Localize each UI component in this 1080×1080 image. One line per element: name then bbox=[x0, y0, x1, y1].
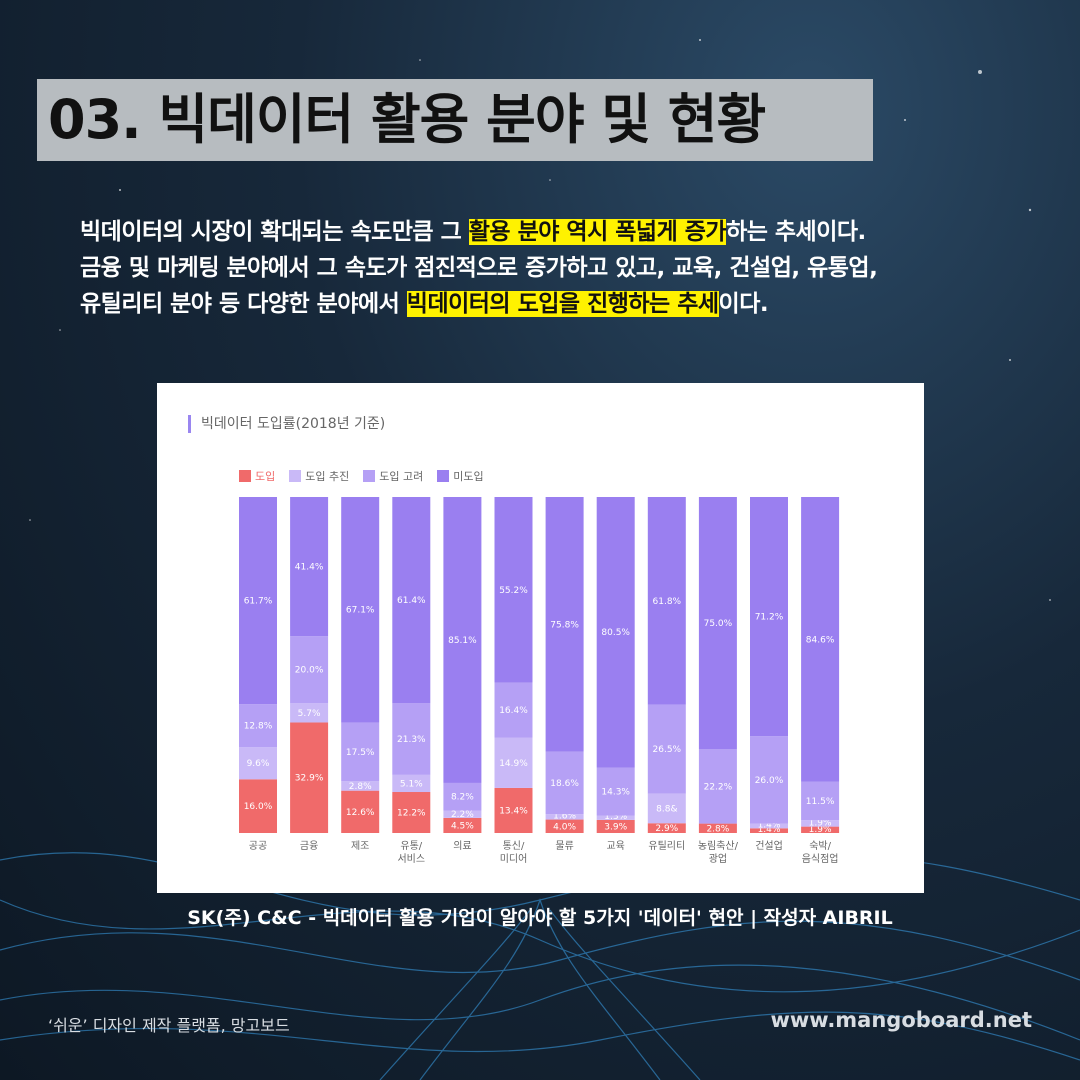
chart-card: 빅데이터 도입률(2018년 기준) 도입 도입 추진 도입 고려 미도입 16… bbox=[157, 383, 924, 893]
data-label: 18.6% bbox=[550, 779, 579, 789]
data-label: 2.8% bbox=[706, 824, 729, 834]
data-label: 5.1% bbox=[400, 779, 423, 789]
intro-line-2: 금융 및 마케팅 분야에서 그 속도가 점진적으로 증가하고 있고, 교육, 건… bbox=[80, 250, 1010, 286]
data-label: 16.4% bbox=[499, 706, 528, 716]
data-label: 55.2% bbox=[499, 586, 528, 596]
data-label: 20.0% bbox=[295, 666, 324, 676]
intro-line-1: 빅데이터의 시장이 확대되는 속도만큼 그 활용 분야 역시 폭넓게 증가하는 … bbox=[80, 214, 1010, 250]
data-label: 75.0% bbox=[704, 619, 733, 629]
source-caption: SK(주) C&C - 빅데이터 활용 기업이 알아야 할 5가지 '데이터' … bbox=[0, 903, 1080, 930]
category-label: 음식점업 bbox=[802, 852, 839, 865]
data-label: 4.0% bbox=[553, 822, 576, 832]
footer-url[interactable]: www.mangoboard.net bbox=[770, 1008, 1032, 1032]
category-label: 의료 bbox=[453, 840, 471, 852]
data-label: 13.4% bbox=[499, 806, 528, 816]
data-label: 4.5% bbox=[451, 821, 474, 831]
intro-highlight-1: 활용 분야 역시 폭넓게 증가 bbox=[469, 219, 726, 245]
data-label: 26.0% bbox=[755, 776, 784, 786]
data-label: 67.1% bbox=[346, 606, 375, 616]
category-label: 서비스 bbox=[397, 853, 425, 865]
data-label: 2.9% bbox=[655, 824, 678, 834]
data-label: 75.8% bbox=[550, 620, 579, 630]
data-label: 32.9% bbox=[295, 774, 324, 784]
category-label: 통신/ bbox=[503, 840, 525, 852]
category-label: 광업 bbox=[709, 852, 727, 865]
data-label: 2.8% bbox=[349, 782, 372, 792]
data-label: 26.5% bbox=[653, 745, 682, 755]
data-label: 84.6% bbox=[806, 635, 835, 645]
data-label: 85.1% bbox=[448, 636, 477, 646]
category-label: 제조 bbox=[351, 840, 369, 852]
data-label: 71.2% bbox=[755, 613, 784, 623]
data-label: 9.6% bbox=[247, 759, 270, 769]
category-label: 숙박/ bbox=[809, 840, 831, 852]
data-label: 12.6% bbox=[346, 808, 375, 818]
data-label: 41.4% bbox=[295, 563, 324, 573]
data-label: 3.9% bbox=[604, 822, 627, 832]
category-label: 미디어 bbox=[500, 853, 528, 865]
data-label: 16.0% bbox=[244, 802, 273, 812]
page-heading: 03. 빅데이터 활용 분야 및 현황 bbox=[48, 86, 765, 154]
category-label: 금융 bbox=[300, 840, 318, 852]
intro-line-3: 유틸리티 분야 등 다양한 분야에서 빅데이터의 도입을 진행하는 추세이다. bbox=[80, 286, 1010, 322]
data-label: 21.3% bbox=[397, 735, 426, 745]
data-label: 11.5% bbox=[806, 797, 835, 807]
data-label: 17.5% bbox=[346, 748, 375, 758]
category-label: 공공 bbox=[249, 840, 267, 852]
data-label: 61.8% bbox=[653, 597, 682, 607]
data-label: 2.2% bbox=[451, 810, 474, 820]
stacked-bar-chart: 16.0% 9.6% 12.8% 61.7% 공공 32.9% 5.7% 20.0% 41.4%… bbox=[157, 383, 924, 893]
data-label: 22.2% bbox=[704, 782, 733, 792]
data-label: 14.9% bbox=[499, 759, 528, 769]
data-label: 14.3% bbox=[601, 788, 630, 798]
intro-highlight-2: 빅데이터의 도입을 진행하는 추세 bbox=[407, 291, 719, 317]
data-label: 61.4% bbox=[397, 596, 426, 606]
intro-text: 빅데이터의 시장이 확대되는 속도만큼 그 활용 분야 역시 폭넓게 증가하는 … bbox=[80, 214, 1010, 322]
category-label: 농림축산/ bbox=[698, 840, 739, 852]
category-label: 유통/ bbox=[400, 840, 422, 852]
data-label: 80.5% bbox=[601, 628, 630, 638]
data-label: 12.8% bbox=[244, 722, 273, 732]
data-label: 8.2% bbox=[451, 793, 474, 803]
footer-tagline: ‘쉬운’ 디자인 제작 플랫폼, 망고보드 bbox=[48, 1012, 290, 1036]
category-label: 물류 bbox=[555, 840, 573, 852]
data-label: 8.8& bbox=[656, 804, 677, 814]
data-label: 61.7% bbox=[244, 597, 273, 607]
category-label: 건설업 bbox=[755, 839, 783, 852]
data-label: 5.7% bbox=[298, 709, 321, 719]
category-label: 유틸리티 bbox=[648, 839, 685, 852]
data-label: 12.2% bbox=[397, 809, 426, 819]
category-label: 교육 bbox=[606, 840, 624, 852]
